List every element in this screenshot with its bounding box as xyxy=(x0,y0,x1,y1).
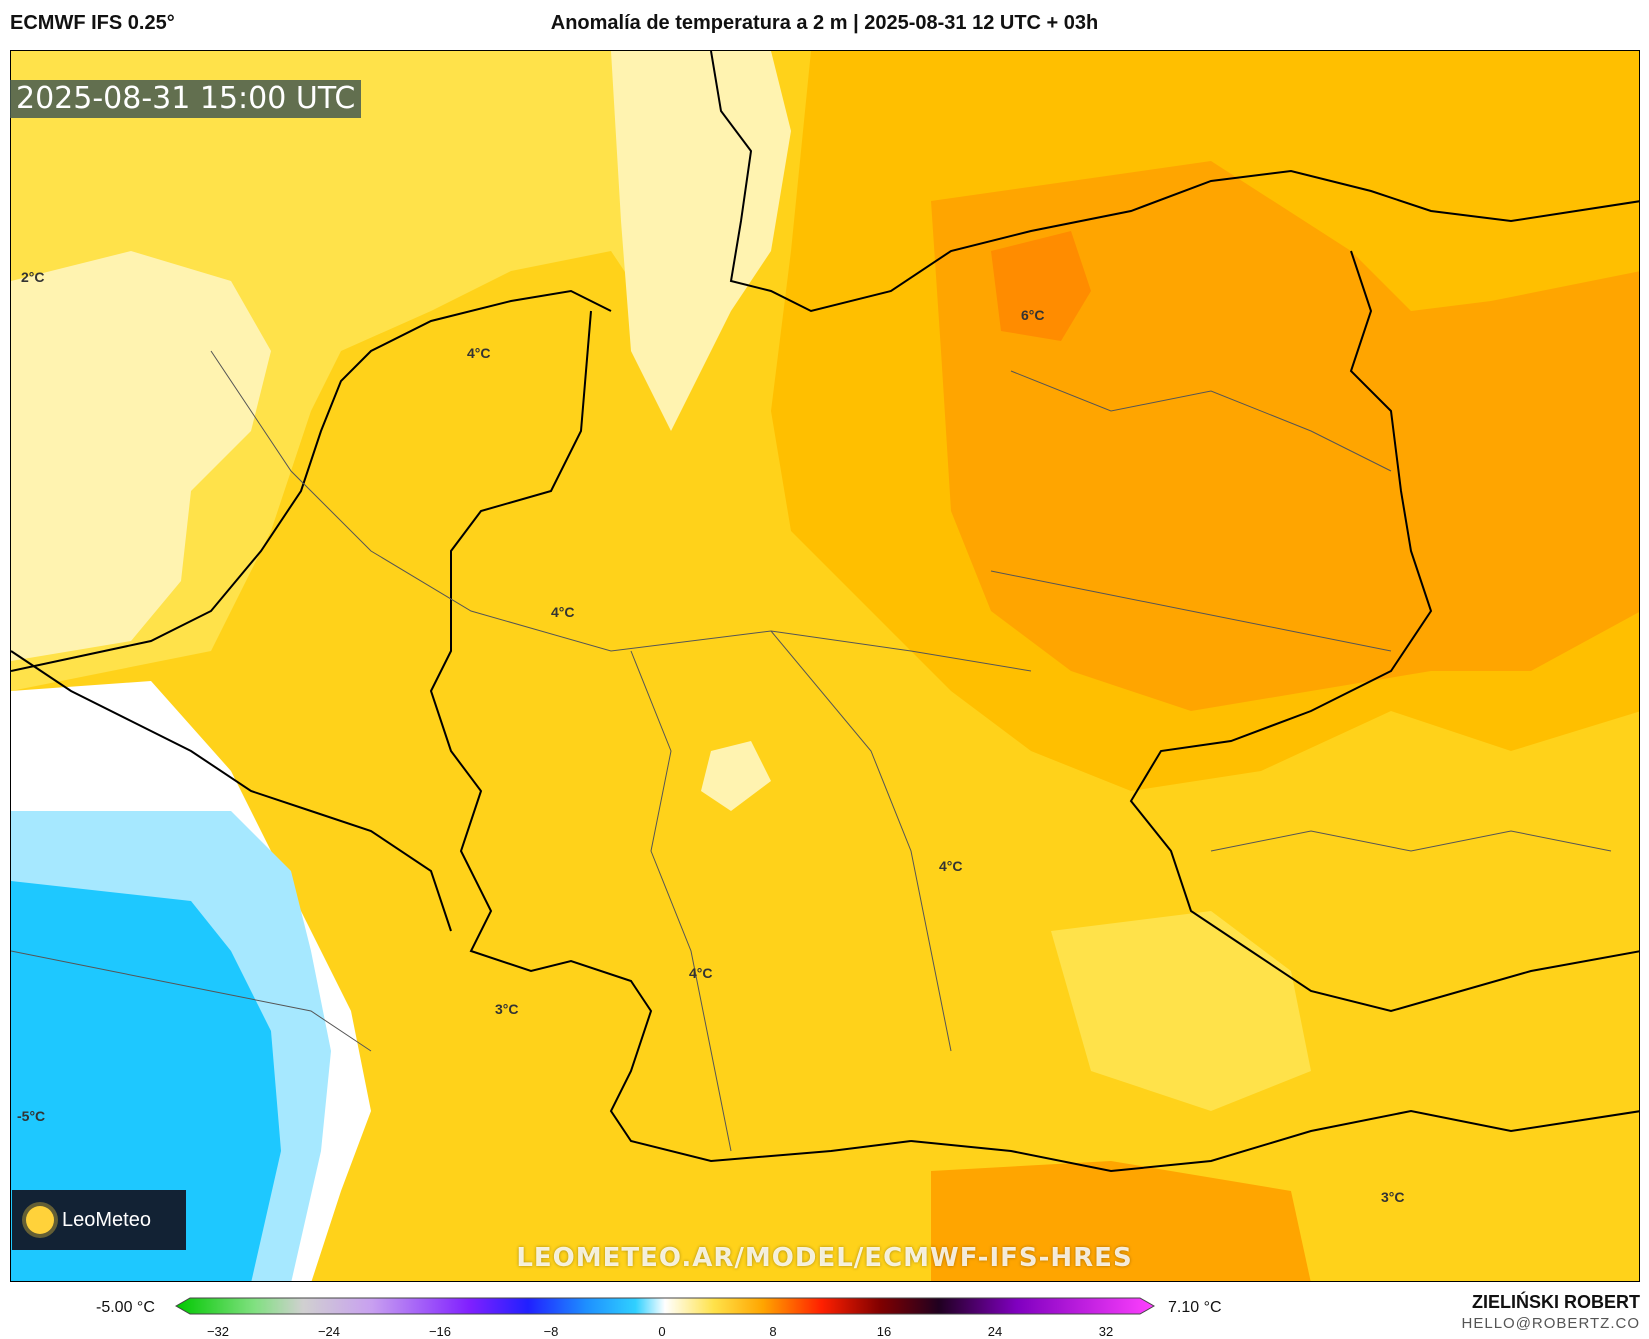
country-border-east xyxy=(1129,250,1639,1013)
map-canvas xyxy=(11,51,1639,1281)
colorbar: -5.00 °C 7.10 °C xyxy=(0,1284,1649,1339)
colorbar-tick: −24 xyxy=(317,1324,341,1339)
country-border-south-west xyxy=(11,650,452,932)
author-name: ZIELIŃSKI ROBERT xyxy=(1471,1292,1640,1312)
colorbar-tick: 32 xyxy=(1098,1324,1114,1339)
header-bar: ECMWF IFS 0.25° Anomalía de temperatura … xyxy=(0,0,1649,50)
anomaly-map[interactable]: 2°C 4°C 6°C 4°C 4°C 4°C 3°C -5°C 3°C xyxy=(10,50,1640,1282)
colorbar-tick: 24 xyxy=(987,1324,1003,1339)
cold-zone xyxy=(11,881,281,1281)
contour-label: -5°C xyxy=(17,1108,46,1124)
admin-border-1 xyxy=(210,350,1032,672)
colorbar-max-value: 7.10 °C xyxy=(1168,1299,1222,1316)
light-warm-zone xyxy=(11,251,271,661)
valid-time-badge: 2025-08-31 15:00 UTC xyxy=(10,80,362,118)
country-border-south xyxy=(910,1109,1639,1173)
sun-icon xyxy=(26,1206,54,1234)
country-border-west xyxy=(429,310,912,1163)
sea-region xyxy=(11,51,771,691)
admin-border-6 xyxy=(11,950,372,1052)
light-warm-zone-se xyxy=(1051,911,1311,1111)
light-warm-zone-sea xyxy=(611,51,791,431)
light-spot-1 xyxy=(701,741,771,811)
admin-border-5 xyxy=(990,570,1392,652)
admin-border-4 xyxy=(1010,370,1392,472)
source-watermark: LEOMETEO.AR/MODEL/ECMWF-IFS-HRES xyxy=(516,1243,1133,1273)
colorbar-min-value: -5.00 °C xyxy=(96,1299,155,1316)
contour-label: 3°C xyxy=(495,1001,519,1017)
author-email[interactable]: HELLO@ROBERTZ.CO xyxy=(1461,1315,1640,1332)
chart-title: Anomalía de temperatura a 2 m | 2025-08-… xyxy=(550,12,1099,34)
colorbar-tick: 8 xyxy=(769,1324,777,1339)
contour-label: 2°C xyxy=(21,269,45,285)
admin-border-2 xyxy=(630,650,732,1152)
contour-label: 4°C xyxy=(467,345,491,361)
baltic-coast xyxy=(710,51,1639,313)
colorbar-tick: 16 xyxy=(876,1324,892,1339)
colorbar-tick: −32 xyxy=(206,1324,230,1339)
colorbar-tick: −16 xyxy=(428,1324,452,1339)
model-name: ECMWF IFS 0.25° xyxy=(10,12,175,34)
colorbar-tick: 0 xyxy=(658,1324,666,1339)
orange-zone-south xyxy=(931,1161,1311,1281)
contour-label: 4°C xyxy=(551,604,575,620)
contour-label: 3°C xyxy=(1381,1189,1405,1205)
contour-label: 4°C xyxy=(939,858,963,874)
orange-zone xyxy=(931,161,1639,711)
admin-border-3 xyxy=(770,630,952,1052)
coastline xyxy=(11,289,612,672)
leometeo-logo[interactable]: LeoMeteo xyxy=(12,1190,186,1250)
logo-text: LeoMeteo xyxy=(62,1208,151,1231)
contour-label: 4°C xyxy=(689,965,713,981)
admin-border-7 xyxy=(1210,830,1612,852)
contour-label: 6°C xyxy=(1021,307,1045,323)
colorbar-tick: −8 xyxy=(543,1324,559,1339)
colorbar-gradient xyxy=(174,1297,1156,1315)
deep-orange-zone xyxy=(991,231,1091,341)
